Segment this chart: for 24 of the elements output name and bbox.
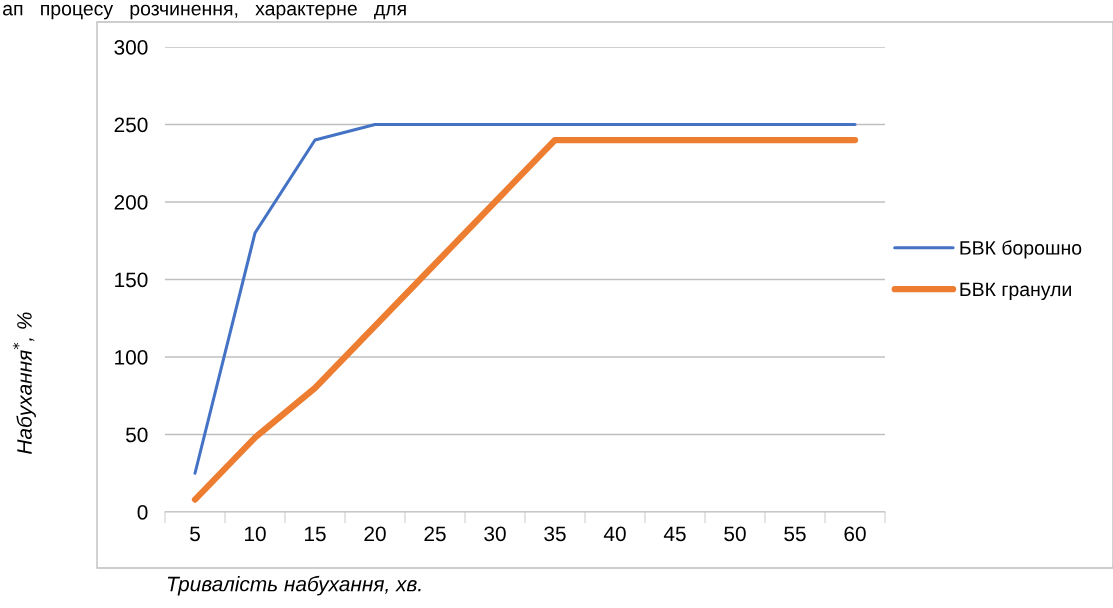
x-tick-label: 25 <box>424 526 446 542</box>
x-tick-label: 35 <box>544 526 566 542</box>
x-tick-label: 5 <box>190 526 200 542</box>
y-tick-label: 200 <box>114 195 148 210</box>
x-tick-label: 40 <box>603 526 626 542</box>
y-axis-title: Набухання$^{*}$, % <box>12 312 36 454</box>
y-tick-label: 250 <box>114 117 148 133</box>
x-axis-title: Тривалість набухання, хв. <box>167 575 421 596</box>
y-tick-label: 300 <box>114 40 148 55</box>
y-tick-label: 100 <box>115 350 148 365</box>
x-tick-label: 15 <box>305 526 326 542</box>
x-tick-label: 10 <box>245 526 266 542</box>
y-tick-label: 150 <box>115 272 148 288</box>
y-tick-label: 50 <box>126 427 148 443</box>
legend-label: БВК гранули <box>960 282 1071 301</box>
text: ап процесу розчинення, характерне для <box>3 4 406 20</box>
x-tick-label: 55 <box>784 526 806 542</box>
x-tick-label: 60 <box>844 526 866 542</box>
x-tick-label: 20 <box>364 526 386 542</box>
x-tick-label: 50 <box>724 526 746 542</box>
legend-label: БВК борошно <box>960 240 1082 259</box>
x-tick-label: 30 <box>484 526 506 542</box>
y-tick-label: 0 <box>137 505 148 520</box>
x-tick-label: 45 <box>663 526 686 542</box>
